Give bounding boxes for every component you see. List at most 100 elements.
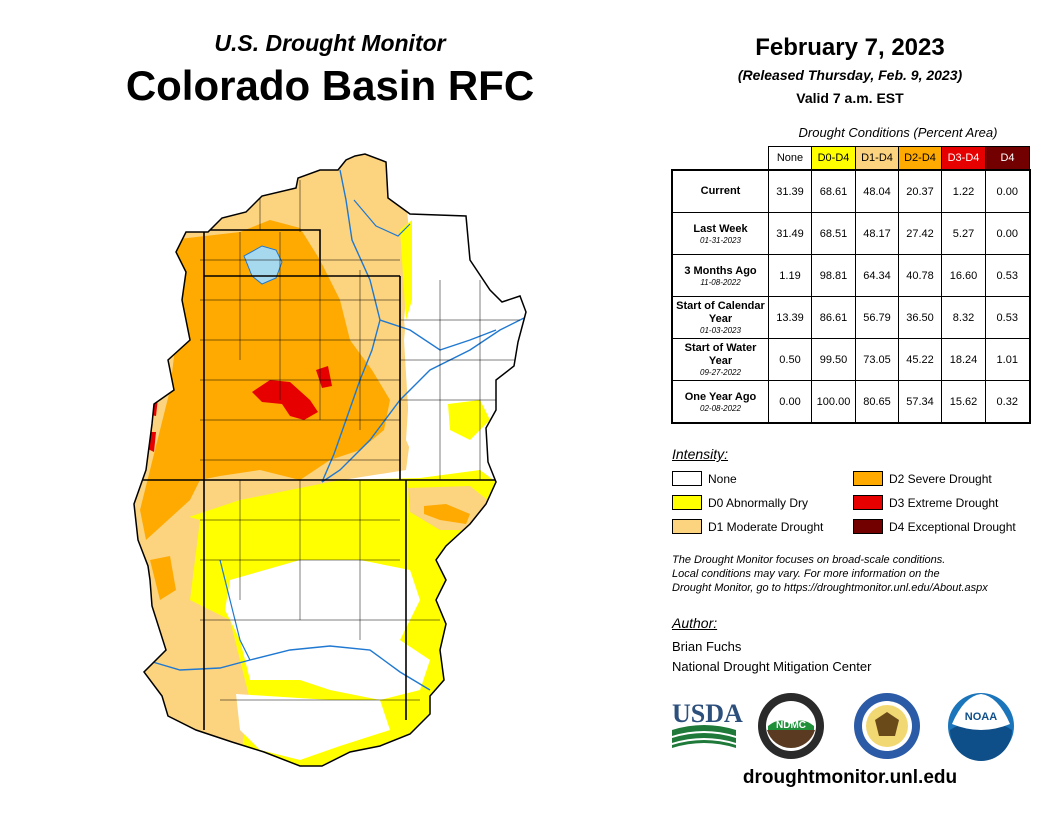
legend-label: None bbox=[708, 471, 737, 486]
legend-swatch bbox=[672, 519, 702, 534]
col-header-d0-d4: D0-D4 bbox=[811, 146, 856, 171]
river-green bbox=[321, 169, 381, 483]
table-cell: 20.37 bbox=[898, 169, 942, 213]
river-upper bbox=[353, 199, 411, 237]
table-row-current: Current 31.39 68.61 48.04 20.37 1.22 0.0… bbox=[671, 169, 1031, 213]
d3-area-central bbox=[252, 380, 318, 420]
drought-map bbox=[133, 153, 527, 767]
none-area-southwest bbox=[236, 694, 390, 760]
legend-item-d0: D0 Abnormally Dry bbox=[672, 495, 808, 510]
col-header-d1-d4: D1-D4 bbox=[855, 146, 899, 171]
legend-label: D4 Exceptional Drought bbox=[889, 519, 1016, 534]
table-caption: Drought Conditions (Percent Area) bbox=[798, 125, 998, 140]
table-cell: 98.81 bbox=[811, 254, 856, 297]
release-date: (Released Thursday, Feb. 9, 2023) bbox=[737, 67, 963, 83]
usda-logo-text: USDA bbox=[672, 699, 743, 728]
table-cell: 73.05 bbox=[855, 338, 899, 381]
state-lines bbox=[140, 229, 496, 730]
table-row-one-year-ago: One Year Ago 02-08-2022 0.00 100.00 80.65… bbox=[671, 380, 1031, 424]
table-cell: 0.00 bbox=[985, 212, 1031, 255]
map-date: February 7, 2023 bbox=[755, 34, 945, 61]
table-cell: 5.27 bbox=[941, 212, 986, 255]
table-row-3-months-ago: 3 Months Ago 11-08-2022 1.19 98.81 64.34 … bbox=[671, 254, 1031, 297]
d3-area-west bbox=[146, 398, 158, 416]
table-cell: 40.78 bbox=[898, 254, 942, 297]
legend-label: D2 Severe Drought bbox=[889, 471, 992, 486]
note-line: Local conditions may vary. For more info… bbox=[672, 568, 940, 580]
table-cell: 68.51 bbox=[811, 212, 856, 255]
legend-swatch bbox=[672, 495, 702, 510]
legend-item-d4: D4 Exceptional Drought bbox=[853, 519, 1016, 534]
legend-heading: Intensity: bbox=[672, 446, 729, 462]
table-cell: 36.50 bbox=[898, 296, 942, 339]
d0-area-east bbox=[400, 220, 412, 320]
river-san-juan bbox=[321, 317, 525, 483]
valid-time: Valid 7 a.m. EST bbox=[796, 90, 904, 106]
table-cell: 80.65 bbox=[855, 380, 899, 424]
disclaimer-note: The Drought Monitor focuses on broad-sca… bbox=[672, 553, 1042, 595]
row-label: Start of Water Year 09-27-2022 bbox=[671, 338, 769, 381]
table-cell: 48.04 bbox=[855, 169, 899, 213]
table-cell: 45.22 bbox=[898, 338, 942, 381]
table-cell: 86.61 bbox=[811, 296, 856, 339]
table-cell: 0.50 bbox=[768, 338, 812, 381]
seal-logo bbox=[854, 693, 920, 759]
col-header-d4: D4 bbox=[985, 146, 1030, 171]
legend-item-d3: D3 Extreme Drought bbox=[853, 495, 998, 510]
table-cell: 0.53 bbox=[985, 296, 1031, 339]
author-heading: Author: bbox=[672, 615, 718, 631]
usda-logo: USDA bbox=[672, 699, 743, 748]
table-cell: 99.50 bbox=[811, 338, 856, 381]
table-cell: 57.34 bbox=[898, 380, 942, 424]
table-cell: 68.61 bbox=[811, 169, 856, 213]
basin-outline bbox=[133, 153, 527, 767]
legend-swatch bbox=[853, 471, 883, 486]
author-name: Brian Fuchs bbox=[672, 639, 742, 654]
legend-item-d2: D2 Severe Drought bbox=[853, 471, 992, 486]
ndmc-logo-text: NDMC bbox=[776, 720, 806, 731]
col-header-none: None bbox=[768, 146, 812, 171]
legend-label: D3 Extreme Drought bbox=[889, 495, 999, 510]
table-cell: 0.00 bbox=[985, 169, 1031, 213]
table-cell: 31.39 bbox=[768, 169, 812, 213]
table-cell: 1.19 bbox=[768, 254, 812, 297]
author-block: Brian Fuchs National Drought Mitigation … bbox=[672, 637, 871, 677]
legend-swatch bbox=[672, 471, 702, 486]
none-area-arizona bbox=[225, 560, 430, 700]
row-label: Current bbox=[671, 169, 769, 213]
legend-swatch bbox=[853, 519, 883, 534]
table-corner bbox=[672, 147, 769, 171]
table-row-start-of-water-year: Start of Water Year 09-27-2022 0.50 99.50… bbox=[671, 338, 1031, 381]
table-cell: 64.34 bbox=[855, 254, 899, 297]
table-cell: 0.32 bbox=[985, 380, 1031, 424]
row-label: Last Week 01-31-2023 bbox=[671, 212, 769, 255]
author-org: National Drought Mitigation Center bbox=[672, 659, 872, 674]
ndmc-logo: NDMC bbox=[758, 693, 824, 759]
table-cell: 31.49 bbox=[768, 212, 812, 255]
note-line: The Drought Monitor focuses on broad-sca… bbox=[672, 554, 946, 566]
great-salt-lake bbox=[243, 245, 283, 285]
table-cell: 1.22 bbox=[941, 169, 986, 213]
col-header-d3-d4: D3-D4 bbox=[941, 146, 986, 171]
table-cell: 56.79 bbox=[855, 296, 899, 339]
d0-area-east-2 bbox=[448, 400, 490, 440]
table-cell: 16.60 bbox=[941, 254, 986, 297]
partner-logos: USDA NDMC NOAA bbox=[672, 693, 1014, 761]
row-label: 3 Months Ago 11-08-2022 bbox=[671, 254, 769, 297]
table-cell: 27.42 bbox=[898, 212, 942, 255]
table-cell: 18.24 bbox=[941, 338, 986, 381]
table-cell: 0.53 bbox=[985, 254, 1031, 297]
table-cell: 13.39 bbox=[768, 296, 812, 339]
noaa-logo: NOAA bbox=[948, 693, 1014, 761]
map-subtitle: U.S. Drought Monitor bbox=[214, 30, 446, 56]
table-cell: 15.62 bbox=[941, 380, 986, 424]
row-label: Start of Calendar Year 01-03-2023 bbox=[671, 296, 769, 339]
table-cell: 48.17 bbox=[855, 212, 899, 255]
d2-area-southeast bbox=[424, 504, 470, 524]
legend-label: D0 Abnormally Dry bbox=[708, 495, 809, 510]
table-cell: 100.00 bbox=[811, 380, 856, 424]
site-link[interactable]: droughtmonitor.unl.edu bbox=[742, 767, 958, 788]
river-colorado bbox=[145, 645, 431, 691]
table-cell: 8.32 bbox=[941, 296, 986, 339]
legend-item-none: None bbox=[672, 471, 737, 486]
